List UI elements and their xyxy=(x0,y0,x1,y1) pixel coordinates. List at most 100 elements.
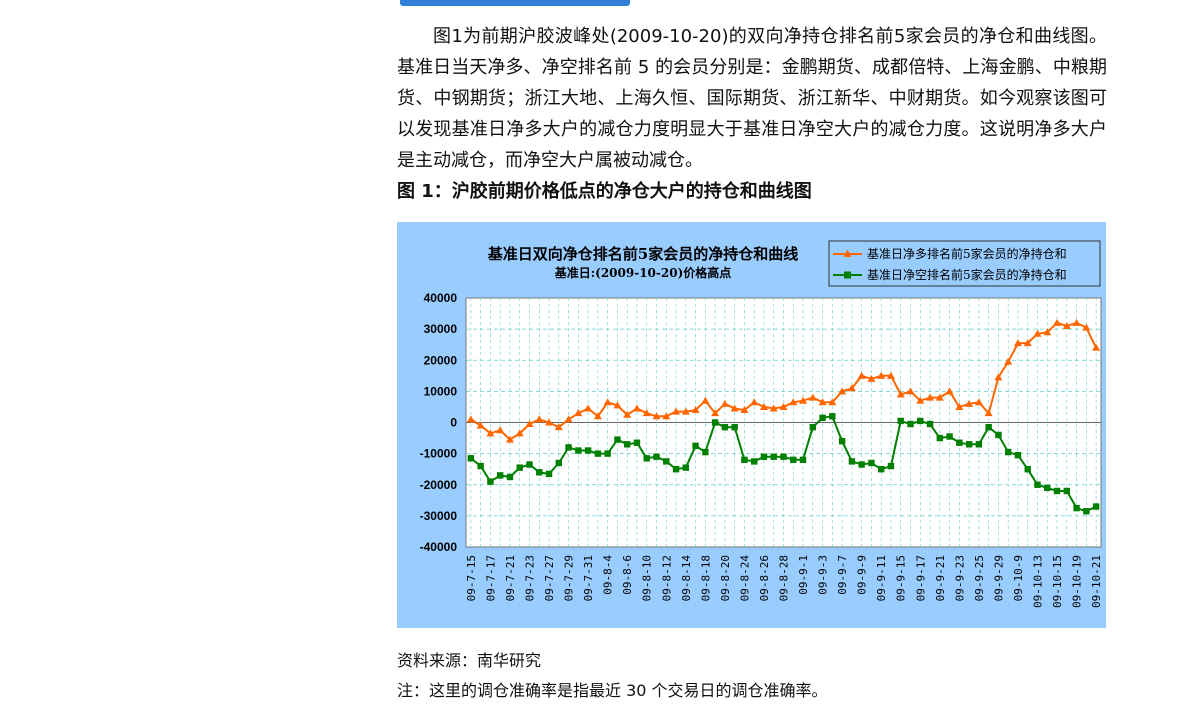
data-point xyxy=(526,461,533,468)
data-point xyxy=(1053,487,1061,495)
data-point xyxy=(926,393,935,401)
data-point xyxy=(760,453,768,460)
data-point xyxy=(614,436,621,443)
series-layer xyxy=(466,318,1101,515)
data-point xyxy=(721,423,729,431)
data-point xyxy=(701,396,710,404)
data-point xyxy=(594,450,602,457)
y-tick-label: 10000 xyxy=(424,384,458,398)
data-point xyxy=(584,447,592,454)
data-point xyxy=(808,393,817,401)
x-tick-label: 09-8-20 xyxy=(719,555,732,601)
source-note: 资料来源：南华研究 xyxy=(397,651,542,670)
x-tick-label: 09-9-3 xyxy=(817,555,830,595)
data-point xyxy=(477,462,484,470)
data-point xyxy=(613,401,622,409)
data-point xyxy=(1072,318,1081,326)
data-point xyxy=(711,409,720,417)
data-point xyxy=(702,448,709,456)
data-point xyxy=(486,429,495,437)
data-point xyxy=(995,431,1002,439)
data-point xyxy=(642,409,651,417)
data-point xyxy=(926,420,934,428)
data-point xyxy=(955,402,964,410)
data-point xyxy=(575,447,582,454)
data-point xyxy=(790,456,797,464)
x-tick-label: 09-10-19 xyxy=(1071,555,1084,608)
data-point xyxy=(623,410,632,418)
y-tick-label: 40000 xyxy=(424,291,458,305)
data-point xyxy=(1023,339,1032,347)
data-point xyxy=(858,461,865,468)
data-point xyxy=(906,387,915,395)
data-point xyxy=(487,478,494,485)
data-point xyxy=(692,442,699,450)
data-point xyxy=(1013,339,1022,347)
data-point xyxy=(554,423,563,431)
data-point xyxy=(593,412,602,420)
data-point xyxy=(956,439,963,446)
data-point xyxy=(1062,322,1071,330)
data-point xyxy=(1083,508,1090,515)
x-tick-label: 09-9-21 xyxy=(934,555,947,601)
data-point xyxy=(780,453,787,460)
data-point xyxy=(515,429,524,437)
data-point xyxy=(789,398,798,406)
y-axis-tick-labels: 40000 30000 20000 10000 0 -10000 -20000 -30000 -… xyxy=(420,291,458,554)
legend-label-short: 基准日净空排名前5家会员的净持仓和 xyxy=(867,267,1067,282)
data-point xyxy=(779,402,788,410)
y-tick-label: -10000 xyxy=(420,447,458,461)
x-tick-label: 09-9-29 xyxy=(992,555,1005,601)
data-point xyxy=(691,406,700,414)
x-tick-label: 09-9-1 xyxy=(797,555,810,595)
x-tick-label: 09-8-26 xyxy=(758,555,771,601)
chart-container: 基准日双向净仓排名前5家会员的净持仓和曲线 基准日:(2009-10-20)价格… xyxy=(397,222,1106,628)
data-point xyxy=(965,441,973,448)
x-tick-label: 09-8-18 xyxy=(699,555,712,601)
data-point xyxy=(897,417,904,425)
y-tick-label: 0 xyxy=(450,416,457,430)
x-tick-label: 09-7-31 xyxy=(582,555,595,601)
data-point xyxy=(672,465,680,473)
data-point xyxy=(887,462,895,470)
data-point xyxy=(916,396,925,404)
series-net-short xyxy=(467,413,1100,515)
x-tick-label: 09-7-15 xyxy=(465,555,478,601)
x-tick-label: 09-7-17 xyxy=(484,555,497,601)
chart-legend: 基准日净多排名前5家会员的净持仓和 基准日净空排名前5家会员的净持仓和 xyxy=(828,240,1101,287)
data-point xyxy=(662,412,671,420)
x-tick-label: 09-9-15 xyxy=(895,555,908,601)
data-point xyxy=(946,433,953,440)
data-point xyxy=(730,404,739,412)
y-tick-label: -20000 xyxy=(420,478,458,492)
x-tick-label: 09-10-21 xyxy=(1090,555,1103,608)
data-point xyxy=(535,415,544,423)
x-tick-label: 09-10-9 xyxy=(1012,555,1025,601)
x-axis-tick-labels: 09-7-15 09-7-17 09-7-21 09-7-23 09-7-27 09-7-… xyxy=(465,555,1103,608)
data-point xyxy=(1092,503,1100,510)
legend-label-long: 基准日净多排名前5家会员的净持仓和 xyxy=(867,246,1067,261)
x-tick-label: 09-10-15 xyxy=(1051,555,1064,608)
data-point xyxy=(506,473,514,481)
data-point xyxy=(769,404,778,412)
y-tick-label: -40000 xyxy=(420,540,458,554)
data-point xyxy=(632,404,641,412)
data-point xyxy=(1024,465,1031,473)
data-point xyxy=(643,455,650,462)
data-point xyxy=(759,402,768,410)
data-point xyxy=(1004,357,1013,365)
data-point xyxy=(886,371,895,379)
data-point xyxy=(466,415,475,423)
x-tick-label: 09-7-27 xyxy=(543,555,556,601)
x-tick-label: 09-7-21 xyxy=(504,555,517,601)
data-point xyxy=(555,459,563,467)
data-point xyxy=(867,374,876,382)
data-point xyxy=(857,371,866,379)
series-net-long xyxy=(466,318,1101,443)
x-tick-label: 09-7-29 xyxy=(563,555,576,601)
data-point xyxy=(848,458,856,465)
data-point xyxy=(505,435,514,443)
x-tick-label: 09-9-11 xyxy=(875,555,888,601)
x-tick-label: 09-9-9 xyxy=(856,555,869,595)
data-point xyxy=(1034,481,1041,488)
